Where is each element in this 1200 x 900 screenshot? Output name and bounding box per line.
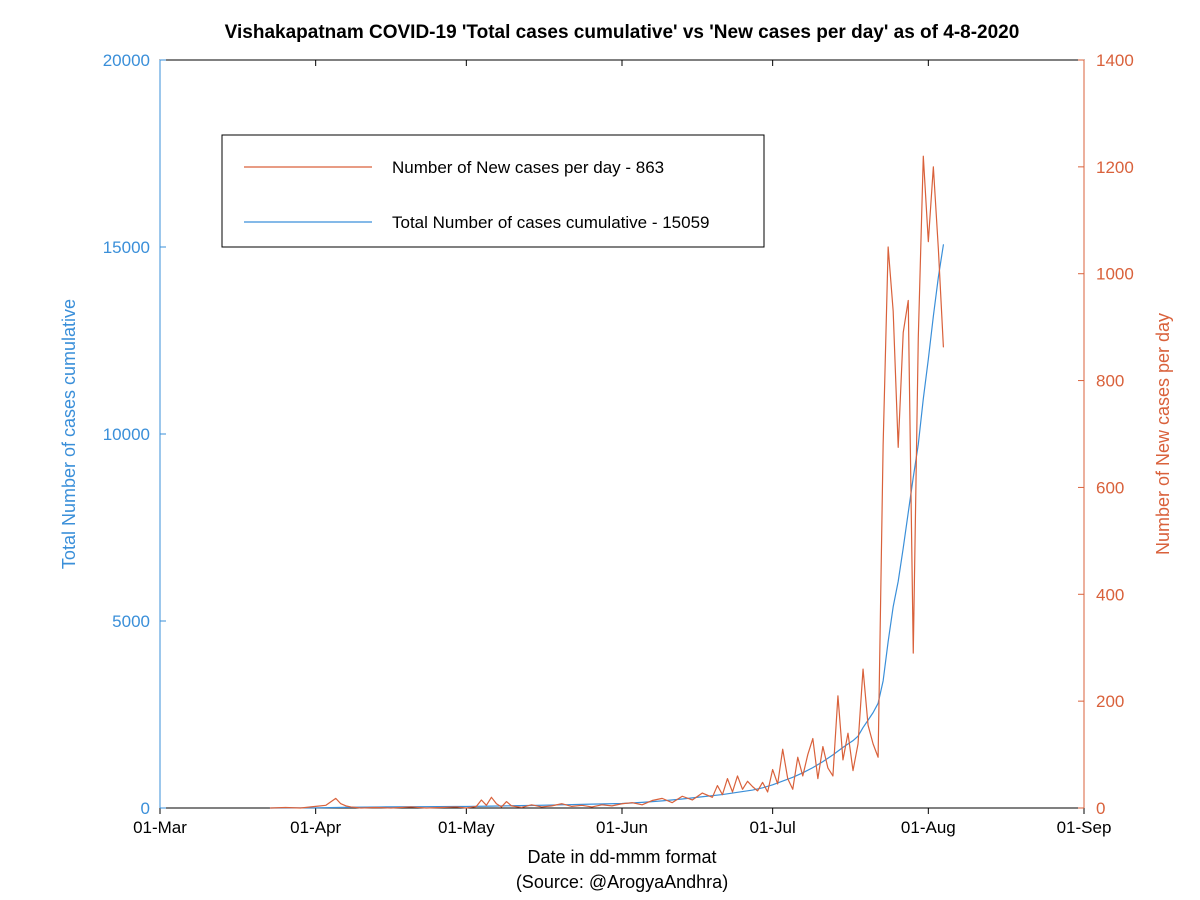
x-tick-label: 01-Aug bbox=[901, 818, 956, 837]
series-new-cases bbox=[270, 156, 943, 808]
y-left-axis-label: Total Number of cases cumulative bbox=[59, 299, 79, 569]
y-left-tick-label: 5000 bbox=[112, 612, 150, 631]
y-right-tick-label: 1400 bbox=[1096, 51, 1134, 70]
y-right-tick-label: 400 bbox=[1096, 585, 1124, 604]
y-right-tick-label: 800 bbox=[1096, 372, 1124, 391]
x-tick-label: 01-Jun bbox=[596, 818, 648, 837]
chart-title: Vishakapatnam COVID-19 'Total cases cumu… bbox=[225, 22, 1020, 43]
y-right-axis-label: Number of New cases per day bbox=[1153, 313, 1173, 555]
x-tick-label: 01-Apr bbox=[290, 818, 341, 837]
x-tick-label: 01-Jul bbox=[749, 818, 795, 837]
y-right-tick-label: 1200 bbox=[1096, 158, 1134, 177]
legend-label: Number of New cases per day - 863 bbox=[392, 158, 664, 177]
y-right-tick-label: 1000 bbox=[1096, 265, 1134, 284]
y-right-tick-label: 0 bbox=[1096, 799, 1105, 818]
chart-container: 01-Mar 01-Apr 01-May 01-Jun 01-Jul 01-Aug 01-S… bbox=[0, 0, 1200, 900]
y-left-tick-label: 10000 bbox=[103, 425, 150, 444]
x-tick-label: 01-Sep bbox=[1057, 818, 1112, 837]
x-axis-label-line2: (Source: @ArogyaAndhra) bbox=[516, 872, 728, 892]
y-left-tick-label: 0 bbox=[141, 799, 150, 818]
y-left-tick-label: 15000 bbox=[103, 238, 150, 257]
x-tick-label: 01-May bbox=[438, 818, 495, 837]
x-tick-label: 01-Mar bbox=[133, 818, 187, 837]
legend-label: Total Number of cases cumulative - 15059 bbox=[392, 213, 710, 232]
chart-svg: 01-Mar 01-Apr 01-May 01-Jun 01-Jul 01-Aug 01-S… bbox=[0, 0, 1200, 900]
x-axis-label-line1: Date in dd-mmm format bbox=[527, 847, 716, 867]
y-left-tick-label: 20000 bbox=[103, 51, 150, 70]
y-right-tick-label: 200 bbox=[1096, 692, 1124, 711]
series-cumulative bbox=[270, 245, 943, 808]
y-right-tick-label: 600 bbox=[1096, 478, 1124, 497]
